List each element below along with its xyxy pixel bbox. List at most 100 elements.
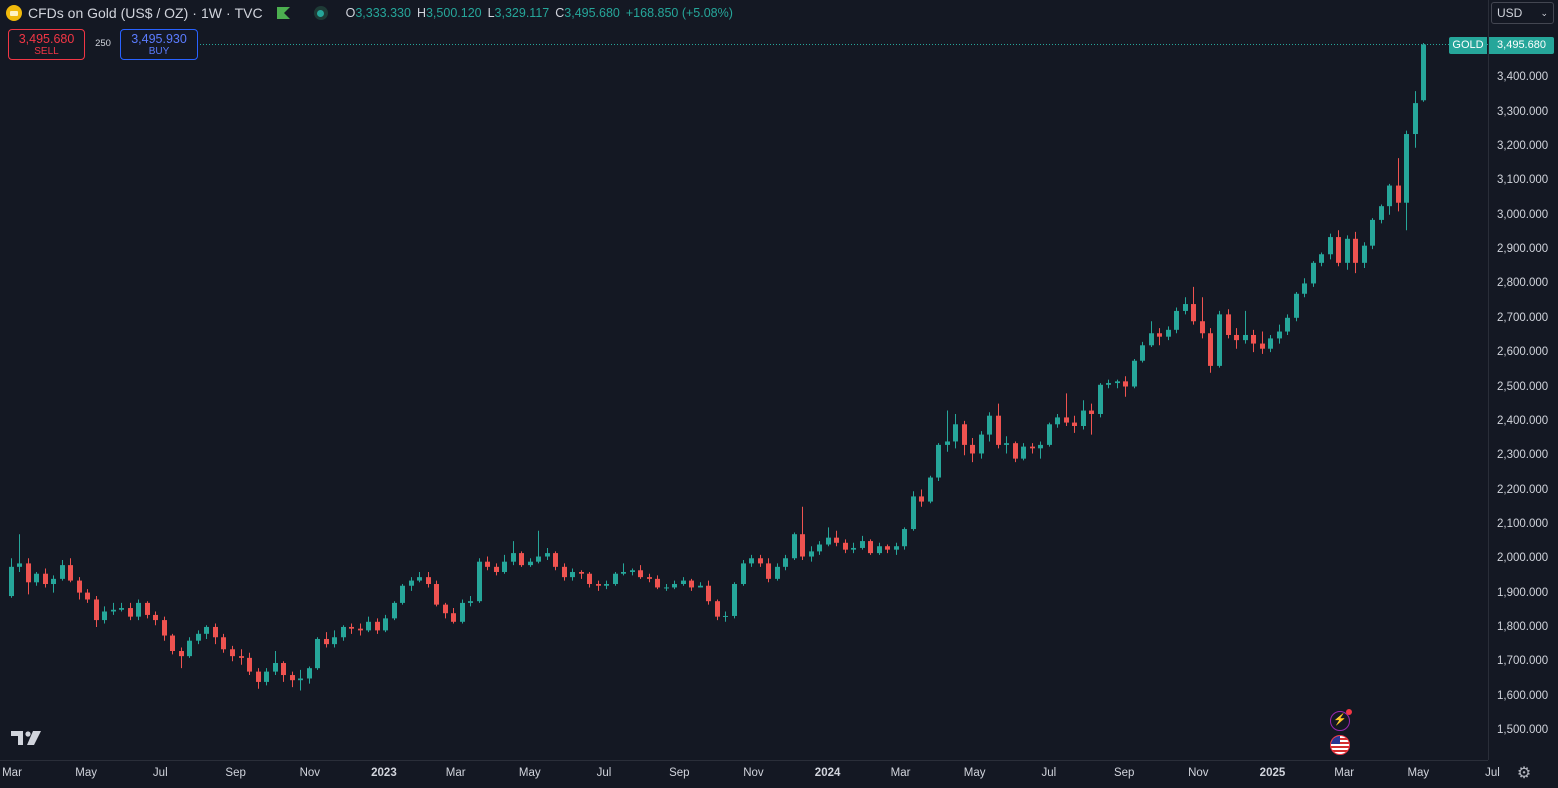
sell-price: 3,495.680 [18, 32, 75, 46]
candle-body [732, 584, 737, 616]
candle-body [1030, 446, 1035, 449]
candle-body [426, 577, 431, 585]
candle [324, 632, 329, 648]
buy-button[interactable]: 3,495.930 BUY [120, 29, 198, 60]
candle-body [417, 577, 422, 581]
candle [145, 601, 150, 619]
price-tick-label: 3,100.000 [1497, 174, 1549, 187]
candle [264, 668, 269, 686]
candle [315, 637, 320, 670]
time-tick-label: May [963, 767, 986, 779]
candle [766, 558, 771, 583]
candle-body [102, 611, 107, 621]
interval-label[interactable]: 1W [200, 5, 222, 21]
candle-body [1268, 338, 1273, 349]
gold-coin-icon [6, 5, 22, 21]
price-tick-label: 2,800.000 [1497, 277, 1549, 290]
candle [443, 602, 448, 619]
candle [1413, 91, 1418, 148]
candle-body [1336, 237, 1341, 263]
candle-body [349, 626, 354, 629]
ohlc-values: O3,333.330 H3,500.120 L3,329.117 C3,495.… [345, 6, 733, 20]
candle [706, 580, 711, 605]
candle-body [553, 553, 558, 567]
candle [502, 554, 507, 574]
candle [672, 580, 677, 590]
candle [247, 652, 252, 676]
time-tick-label: May [1407, 767, 1430, 779]
candle-body [290, 675, 295, 681]
price-tick-label: 1,800.000 [1497, 620, 1549, 633]
candle [68, 558, 73, 583]
chevron-down-icon: ⌄ [1540, 8, 1548, 18]
candle [153, 611, 158, 626]
candle [979, 431, 984, 459]
price-tick-label: 2,200.000 [1497, 483, 1549, 496]
candlestick-chart[interactable] [0, 0, 1488, 760]
candle-body [43, 573, 48, 585]
candle [987, 412, 992, 442]
candle-body [1047, 424, 1052, 445]
price-tick-label: 3,000.000 [1497, 208, 1549, 221]
candle-body [834, 537, 839, 543]
candle-body [409, 580, 414, 586]
price-tick-label: 2,100.000 [1497, 517, 1549, 530]
low-value: 3,329.117 [494, 6, 550, 20]
candle-body [1226, 314, 1231, 335]
candle [834, 530, 839, 547]
candle-body [800, 534, 805, 557]
candle-body [928, 477, 933, 502]
us-flag-icon[interactable] [1330, 735, 1350, 755]
time-tick-label: May [75, 767, 98, 779]
candle [1285, 314, 1290, 335]
candle [366, 616, 371, 633]
candle [307, 666, 312, 684]
candle-body [1387, 185, 1392, 207]
candle-body [502, 561, 507, 572]
candle-body [851, 547, 856, 550]
candle-body [281, 663, 286, 676]
candle-body [1140, 345, 1145, 361]
tradingview-logo[interactable] [10, 728, 44, 748]
market-open-dot-icon[interactable] [313, 6, 328, 20]
candle [945, 410, 950, 452]
candles [9, 42, 1426, 691]
candle-body [860, 541, 865, 548]
candle-body [902, 529, 907, 547]
price-axis[interactable]: 1,500.000 1,600.000 1,700.000 1,800.000 1,90… [1488, 0, 1558, 760]
candle-body [77, 580, 82, 593]
candle-body [1208, 333, 1213, 366]
candle-body [1353, 238, 1358, 263]
symbol-title[interactable]: CFDs on Gold (US$ / OZ) [28, 5, 189, 21]
time-axis[interactable]: Mar May Jul Sep Nov 2023 Mar May Jul Sep Nov 2024 Ma… [0, 760, 1500, 788]
candle-body [570, 571, 575, 578]
candle [1047, 422, 1052, 447]
price-tick-label: 2,300.000 [1497, 449, 1549, 462]
candle-body [1251, 334, 1256, 344]
price-tick-label: 2,700.000 [1497, 311, 1549, 324]
candle-body [817, 544, 822, 552]
candle [1038, 441, 1043, 459]
candle [358, 623, 363, 636]
candle-body [1311, 262, 1316, 284]
currency-select[interactable]: USD ⌄ [1491, 2, 1554, 24]
time-tick-label: Sep [225, 767, 246, 779]
candle-body [85, 592, 90, 600]
candle [43, 568, 48, 588]
gear-icon[interactable]: ⚙ [1516, 765, 1532, 782]
candle-body [792, 534, 797, 559]
candle-body [936, 444, 941, 478]
candle-body [885, 546, 890, 550]
green-flag-icon[interactable] [276, 7, 290, 19]
flash-event-icon[interactable]: ⚡ [1330, 709, 1352, 731]
candle-body [1319, 254, 1324, 263]
candle [1319, 252, 1324, 267]
candle [783, 554, 788, 571]
candle [1396, 158, 1401, 212]
candle-body [1260, 343, 1265, 349]
sell-button[interactable]: 3,495.680 SELL [8, 29, 85, 60]
candle [77, 577, 82, 600]
candle [664, 584, 669, 591]
candle [843, 539, 848, 554]
candle-body [1396, 185, 1401, 203]
